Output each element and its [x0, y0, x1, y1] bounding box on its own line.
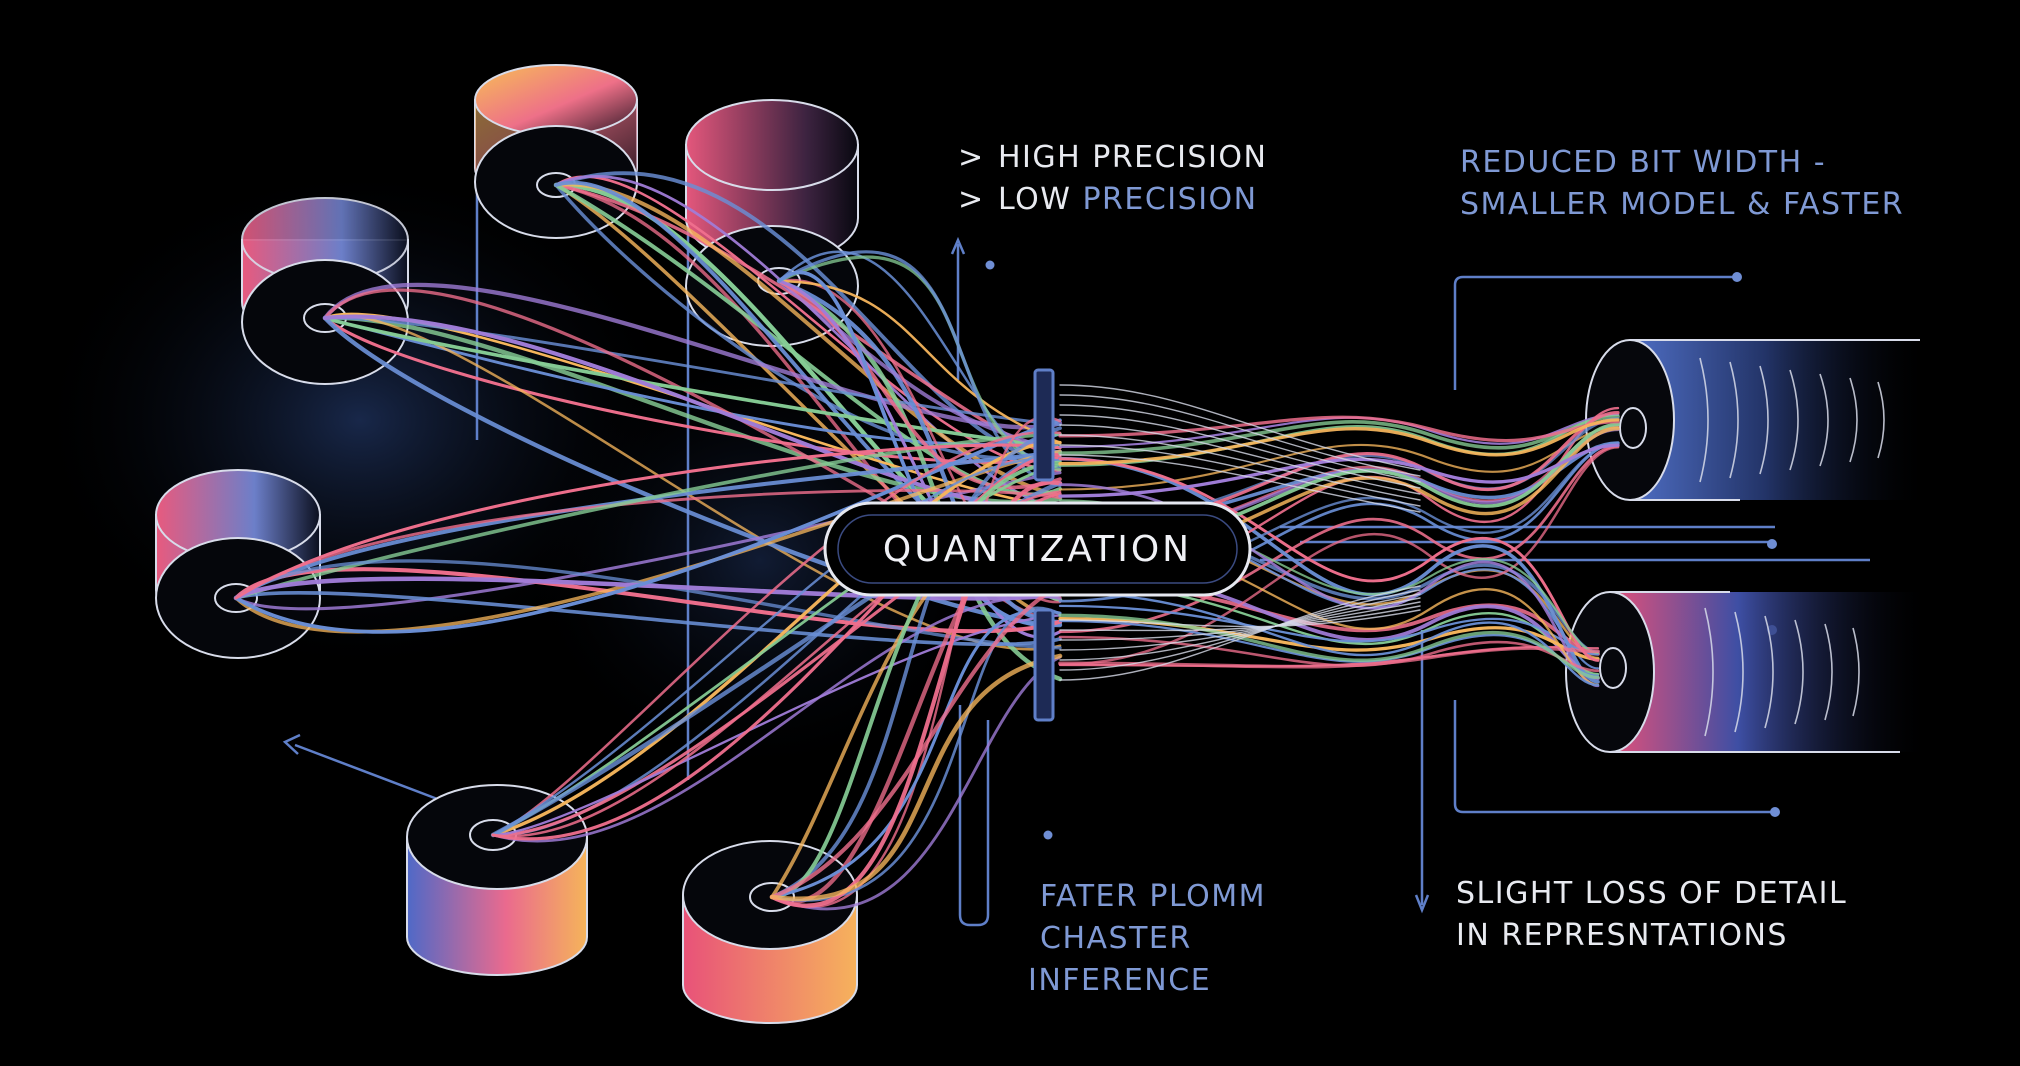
strand — [233, 576, 1063, 601]
output-cylinder — [1585, 339, 1930, 501]
anchor-dot — [1770, 807, 1780, 817]
legend-high-text: HIGH PRECISION — [998, 140, 1268, 175]
quantization-pill — [823, 501, 1252, 597]
callout-line: IN REPRESNTATIONS — [1456, 918, 1788, 953]
strand — [1058, 457, 1600, 662]
strand — [323, 316, 1062, 427]
strand — [1059, 597, 1421, 651]
callout-reduced-bit-width: REDUCED BIT WIDTH - SMALLER MODEL & FAST… — [1460, 142, 1904, 226]
strand — [1059, 593, 1421, 661]
legend-low-word: LOW — [998, 182, 1072, 217]
strand — [770, 460, 1062, 899]
bracket-bottom — [1453, 700, 1775, 814]
strand — [323, 316, 1062, 450]
strand — [554, 183, 1062, 460]
anchor-dot — [985, 260, 995, 270]
callout-line: SMALLER MODEL & FASTER — [1460, 187, 1905, 222]
legend-low-precision: > LOW PRECISION — [958, 179, 1267, 221]
source-cylinder — [155, 469, 321, 659]
strand — [777, 279, 1062, 444]
strand — [491, 440, 1062, 837]
quantization-node — [823, 368, 1252, 722]
strand — [1059, 394, 1421, 477]
arrow-left — [282, 733, 301, 755]
legend-high-precision: > HIGH PRECISION — [958, 137, 1267, 179]
callout-loss-of-detail: SLIGHT LOSS OF DETAIL IN REPRESNTATIONS — [1456, 873, 1847, 957]
callout-line: INFERENCE — [1028, 963, 1212, 998]
precision-legend: > HIGH PRECISION > LOW PRECISION — [958, 137, 1267, 221]
strand — [491, 458, 1062, 837]
quantization-label: QUANTIZATION — [835, 513, 1240, 585]
quantization-text: QUANTIZATION — [882, 528, 1193, 570]
strand — [1059, 609, 1421, 628]
strand — [233, 567, 1063, 634]
source-cylinder — [682, 840, 858, 1024]
strand — [776, 278, 1063, 625]
strand — [770, 416, 1062, 909]
strand — [1058, 415, 1620, 443]
strand — [1059, 384, 1421, 471]
strand — [491, 430, 1062, 837]
callout-line: REDUCED BIT WIDTH - — [1460, 145, 1827, 180]
strand — [1059, 414, 1421, 489]
strand — [777, 270, 1062, 628]
guide-line — [294, 743, 441, 802]
strand — [770, 655, 1062, 911]
strand — [1058, 604, 1600, 656]
strand — [1059, 444, 1421, 507]
strand — [1058, 613, 1600, 680]
gate-top — [1033, 368, 1055, 482]
strand — [234, 418, 1062, 634]
callout-faster-inference: FATER PLOMM CHASTER INFERENCE — [1028, 876, 1266, 1002]
strand — [777, 250, 1062, 488]
arrow-up — [950, 236, 966, 255]
data-strands — [233, 171, 1620, 911]
output-cylinders — [1565, 339, 1930, 753]
strand — [769, 653, 1063, 902]
strand — [1058, 418, 1620, 466]
strand — [234, 432, 1062, 600]
strand — [1058, 446, 1620, 666]
source-cylinder — [474, 64, 638, 239]
strand — [491, 453, 1062, 841]
strand — [1059, 454, 1421, 513]
callout-line: CHASTER — [1040, 921, 1192, 956]
caret-icon: > — [958, 140, 985, 175]
gate-bottom — [1033, 608, 1055, 722]
strand — [1058, 456, 1600, 684]
strand — [769, 583, 1063, 900]
strand — [234, 559, 1062, 650]
anchor-dot — [1732, 272, 1742, 282]
strand — [491, 595, 1062, 843]
strand — [1059, 585, 1421, 681]
legend-low-word2: PRECISION — [1082, 182, 1258, 217]
source-cylinder — [406, 784, 588, 976]
callout-line: SLIGHT LOSS OF DETAIL — [1456, 876, 1848, 911]
strand — [234, 590, 1062, 647]
anchor-dot — [1767, 539, 1777, 549]
callout-line: FATER PLOMM — [1040, 879, 1266, 914]
strand — [1059, 434, 1421, 501]
inference-bracket — [958, 705, 990, 927]
anchor-dot — [1043, 830, 1053, 840]
strand — [1059, 601, 1421, 641]
strand — [1058, 443, 1620, 498]
arrow-down — [1414, 894, 1430, 914]
strand — [1059, 589, 1421, 671]
strand — [554, 175, 1062, 472]
strand — [770, 426, 1062, 899]
strand — [1059, 404, 1421, 483]
bracket-top — [1453, 275, 1738, 390]
strand — [770, 609, 1062, 899]
output-cylinder — [1565, 591, 1930, 753]
strand — [1059, 605, 1421, 632]
strand — [1059, 424, 1421, 495]
caret-icon: > — [958, 182, 985, 217]
